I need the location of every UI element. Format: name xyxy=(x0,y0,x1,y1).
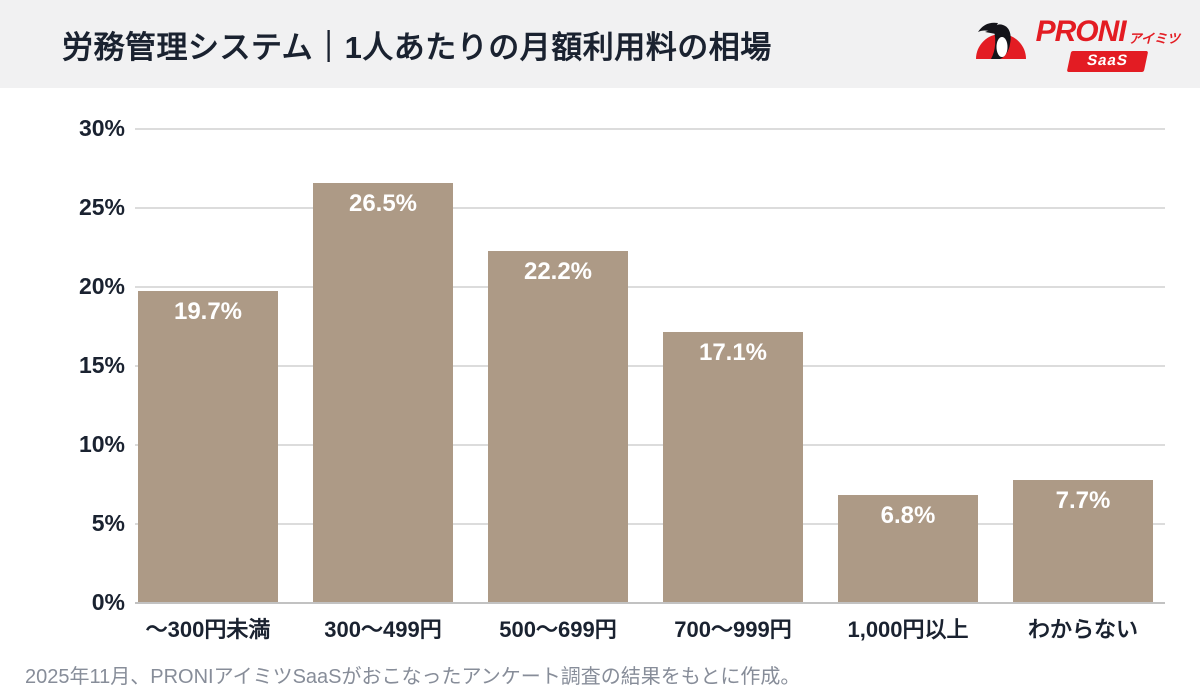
x-axis-category-label: ～300円未満 xyxy=(145,617,271,642)
bar-chart: 0% 5% 10% 15% 20% 25% 30% 19.7% ～300円未満 26.5% 300～… xyxy=(0,88,1200,662)
y-axis-tick-label: 25% xyxy=(78,194,125,220)
bar-value-label: 22.2% xyxy=(523,258,593,286)
bar-0: 19.7% xyxy=(138,290,278,602)
gridline-10 xyxy=(135,444,1165,446)
gridline-15 xyxy=(135,365,1165,367)
bar-value-label: 7.7% xyxy=(1055,487,1111,515)
x-axis-category-label: 500～699円 xyxy=(499,617,617,642)
y-axis-tick-label: 0% xyxy=(91,589,125,615)
gridline-5 xyxy=(135,523,1165,525)
gridline-20 xyxy=(135,286,1165,288)
logo-brand-suffix: アイミツ xyxy=(1128,30,1180,46)
logo-saas-text: SaaS xyxy=(1085,51,1131,69)
bar-3: 17.1% xyxy=(663,331,803,602)
bar-value-label: 19.7% xyxy=(173,297,243,325)
penguin-icon xyxy=(972,18,1030,71)
page-title: 労務管理システム｜1人あたりの月額利用料の相場 xyxy=(62,29,772,65)
gridline-0 xyxy=(135,602,1165,604)
bar-value-label: 17.1% xyxy=(698,338,768,366)
bar-4: 6.8% xyxy=(838,494,978,602)
logo-saas-band: SaaS xyxy=(1067,50,1149,72)
x-axis-category-label: 1,000円以上 xyxy=(847,617,969,642)
y-axis-tick-label: 15% xyxy=(78,352,125,378)
source-note: 2025年11月、PRONIアイミツSaaSがおこなったアンケート調査の結果をも… xyxy=(25,666,801,688)
bar-1: 26.5% xyxy=(313,183,453,602)
gridline-25 xyxy=(135,207,1165,209)
x-axis-category-label: 300～499円 xyxy=(324,617,442,642)
bar-value-label: 26.5% xyxy=(348,190,418,218)
gridline-30 xyxy=(135,128,1165,130)
y-axis-tick-label: 5% xyxy=(91,510,125,536)
bar-2: 22.2% xyxy=(488,251,628,602)
bar-5: 7.7% xyxy=(1013,480,1153,602)
y-axis-tick-label: 10% xyxy=(78,431,125,457)
logo-brand-text: PRONI xyxy=(1035,14,1127,48)
x-axis-category-label: 700～999円 xyxy=(674,617,792,642)
header: 労務管理システム｜1人あたりの月額利用料の相場 PRONI アイミツ xyxy=(0,0,1200,88)
proni-logo: PRONI アイミツ SaaS xyxy=(972,14,1180,72)
y-axis-tick-label: 20% xyxy=(78,273,125,299)
x-axis-category-label: わからない xyxy=(1027,617,1138,642)
y-axis-tick-label: 30% xyxy=(78,115,125,141)
bar-value-label: 6.8% xyxy=(880,501,936,529)
